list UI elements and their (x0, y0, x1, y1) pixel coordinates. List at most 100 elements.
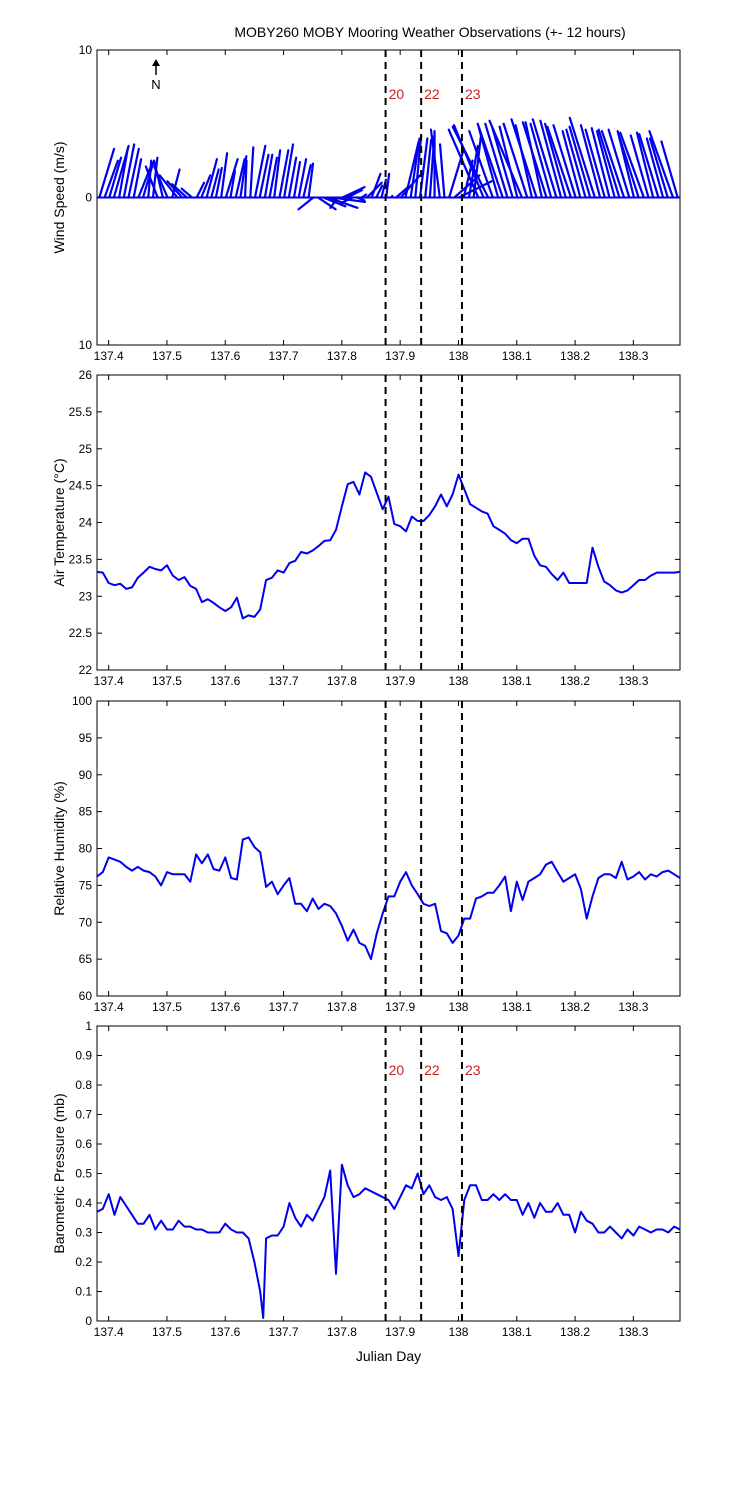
wind-stick (273, 149, 282, 199)
wind-stick (590, 127, 611, 199)
y-tick-label: 25.5 (69, 405, 93, 419)
wind-stick (543, 122, 567, 199)
wind-stick (584, 128, 606, 199)
x-tick-label: 137.8 (327, 349, 357, 363)
wind-stick (263, 153, 274, 199)
y-tick-label: 0.3 (75, 1226, 92, 1240)
marker-label: 23 (465, 86, 481, 102)
wind-stick (529, 122, 553, 199)
wind-stick (498, 125, 519, 199)
wind-stick (283, 143, 295, 199)
wind-stick (521, 121, 548, 199)
x-tick-label: 137.6 (210, 674, 240, 688)
marker-label: 20 (389, 1062, 405, 1078)
x-tick-label: 138 (448, 1000, 468, 1014)
wind-stick (597, 128, 621, 199)
marker-label: 22 (424, 1062, 440, 1078)
y-tick-label: 0.1 (75, 1285, 92, 1299)
x-tick-label: 137.6 (210, 1325, 240, 1339)
wind-stick (546, 125, 573, 199)
wind-stick (268, 156, 279, 199)
wind-stick (287, 156, 298, 199)
wind-stick (316, 196, 337, 211)
x-tick-label: 138 (448, 349, 468, 363)
x-tick-label: 137.8 (327, 1000, 357, 1014)
wind-stick (258, 153, 270, 199)
wind-stick (385, 172, 391, 199)
x-tick-label: 137.9 (385, 674, 415, 688)
wind-stick (103, 159, 119, 199)
series-line (96, 471, 681, 620)
x-tick-label: 138.3 (618, 674, 648, 688)
y-tick-label: 0 (85, 191, 92, 205)
wind-stick (153, 165, 169, 199)
wind-stick (239, 155, 248, 199)
wind-stick (394, 186, 409, 199)
x-tick-label: 138.3 (618, 349, 648, 363)
wind-stick (409, 137, 421, 199)
wind-stick (595, 130, 616, 199)
wind-stick (278, 149, 290, 199)
wind-stick (645, 137, 665, 199)
north-label: N (151, 77, 160, 92)
x-tick-label: 138.1 (502, 674, 532, 688)
x-tick-label: 137.9 (385, 1000, 415, 1014)
y-tick-label: 0 (85, 1314, 92, 1328)
wind-stick (429, 128, 441, 199)
wind-stick (635, 131, 655, 199)
wind-stick (122, 143, 136, 199)
wind-stick (346, 189, 363, 199)
wind-stick (648, 130, 675, 199)
wind-stick (638, 132, 660, 199)
x-tick-label: 138.1 (502, 1325, 532, 1339)
plot-area-3 (96, 700, 681, 997)
x-tick-label: 137.6 (210, 1000, 240, 1014)
wind-stick (220, 152, 229, 199)
y-axis-label: Air Temperature (°C) (51, 458, 67, 586)
wind-stick (568, 125, 592, 199)
wind-stick (552, 124, 577, 199)
wind-stick (531, 118, 558, 199)
wind-stick (607, 128, 631, 199)
y-tick-label: 22 (79, 663, 93, 677)
y-tick-label: 24 (79, 516, 93, 530)
wind-stick (616, 131, 640, 199)
y-tick-label: 10 (79, 338, 93, 352)
wind-stick (297, 158, 308, 199)
x-tick-label: 137.4 (94, 1000, 124, 1014)
marker-label: 23 (465, 1062, 481, 1078)
x-tick-label: 137.6 (210, 349, 240, 363)
wind-stick (253, 144, 267, 199)
x-tick-label: 137.9 (385, 349, 415, 363)
wind-stick (375, 184, 384, 199)
y-tick-label: 0.5 (75, 1167, 92, 1181)
y-tick-label: 23 (79, 589, 93, 603)
wind-stick (249, 146, 255, 199)
wind-stick (210, 168, 220, 199)
wind-stick (224, 158, 239, 199)
y-tick-label: 100 (72, 694, 92, 708)
marker-label: 22 (424, 86, 440, 102)
wind-stick (565, 128, 587, 199)
wind-stick (539, 119, 563, 199)
x-tick-label: 137.9 (385, 1325, 415, 1339)
y-tick-label: 24.5 (69, 479, 93, 493)
wind-stick (414, 134, 423, 199)
x-tick-label: 137.8 (327, 1325, 357, 1339)
x-tick-label: 138.3 (618, 1000, 648, 1014)
wind-stick (339, 196, 354, 205)
x-tick-label: 138.1 (502, 349, 532, 363)
wind-stick (243, 159, 248, 199)
y-tick-label: 0.4 (75, 1196, 92, 1210)
wind-stick (561, 130, 582, 199)
y-tick-label: 0.8 (75, 1078, 92, 1092)
y-tick-label: 0.6 (75, 1137, 92, 1151)
wind-stick (144, 165, 159, 199)
wind-stick (302, 163, 312, 199)
wind-stick (579, 124, 602, 199)
wind-stick (451, 125, 490, 199)
wind-stick (329, 196, 339, 209)
wind-stick (389, 194, 394, 199)
wind-stick (619, 131, 645, 199)
